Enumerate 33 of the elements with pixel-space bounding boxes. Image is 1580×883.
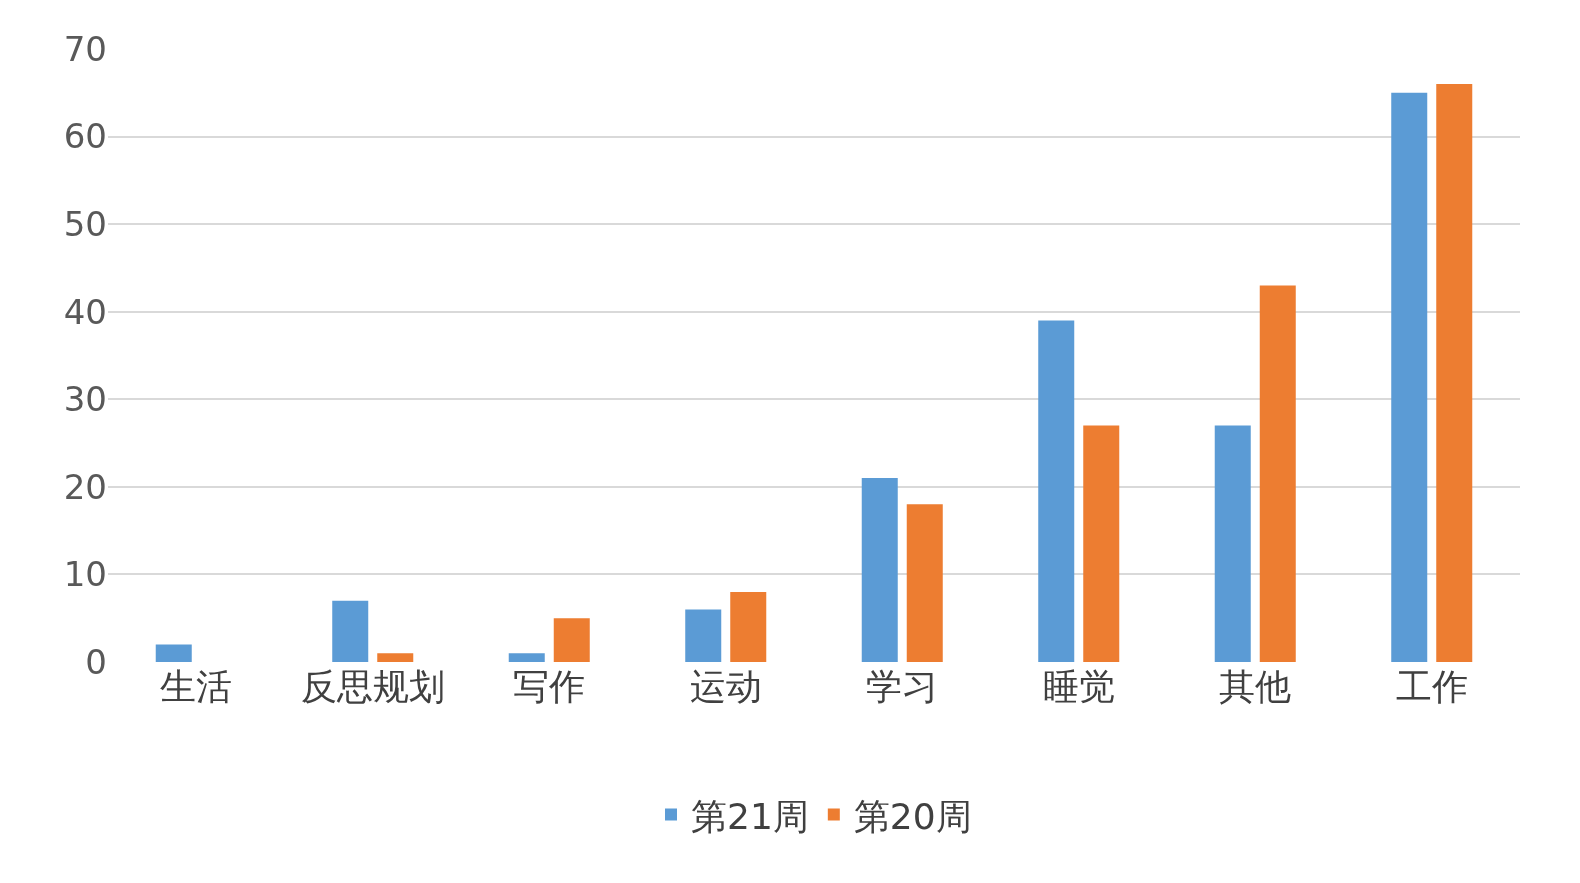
- x-tick-label: 工作: [1395, 666, 1468, 707]
- x-tick-label: 生活: [160, 666, 233, 707]
- x-tick-label: 学习: [866, 666, 939, 707]
- x-tick-label: 运动: [689, 666, 762, 707]
- y-tick-label: 40: [63, 291, 107, 332]
- bar: [1214, 425, 1251, 662]
- legend-label: 第21周: [691, 795, 809, 837]
- bar: [685, 609, 722, 662]
- y-tick-label: 30: [63, 379, 107, 420]
- bar: [730, 591, 767, 662]
- bar: [377, 653, 414, 662]
- y-tick-label: 50: [63, 204, 107, 245]
- bar: [1436, 84, 1473, 662]
- bar: [906, 504, 943, 662]
- y-tick-label: 70: [63, 28, 107, 69]
- x-tick-label: 其他: [1219, 666, 1292, 707]
- legend-label: 第20周: [853, 795, 972, 837]
- y-tick-label: 0: [85, 641, 107, 682]
- x-tick-label: 睡觉: [1042, 666, 1115, 707]
- y-tick-label: 60: [63, 116, 107, 157]
- y-tick-label: 20: [63, 466, 107, 507]
- y-tick-label: 10: [63, 554, 107, 595]
- bar: [155, 644, 192, 662]
- bar: [508, 653, 545, 662]
- x-tick-label: 写作: [513, 666, 586, 707]
- bar: [861, 478, 898, 662]
- x-tick-label: 反思规划: [300, 666, 445, 707]
- bar: [1391, 92, 1428, 662]
- bar: [1259, 285, 1296, 662]
- bar: [1038, 320, 1075, 662]
- bar: [1083, 425, 1120, 662]
- bar: [553, 618, 590, 662]
- bar: [332, 600, 369, 662]
